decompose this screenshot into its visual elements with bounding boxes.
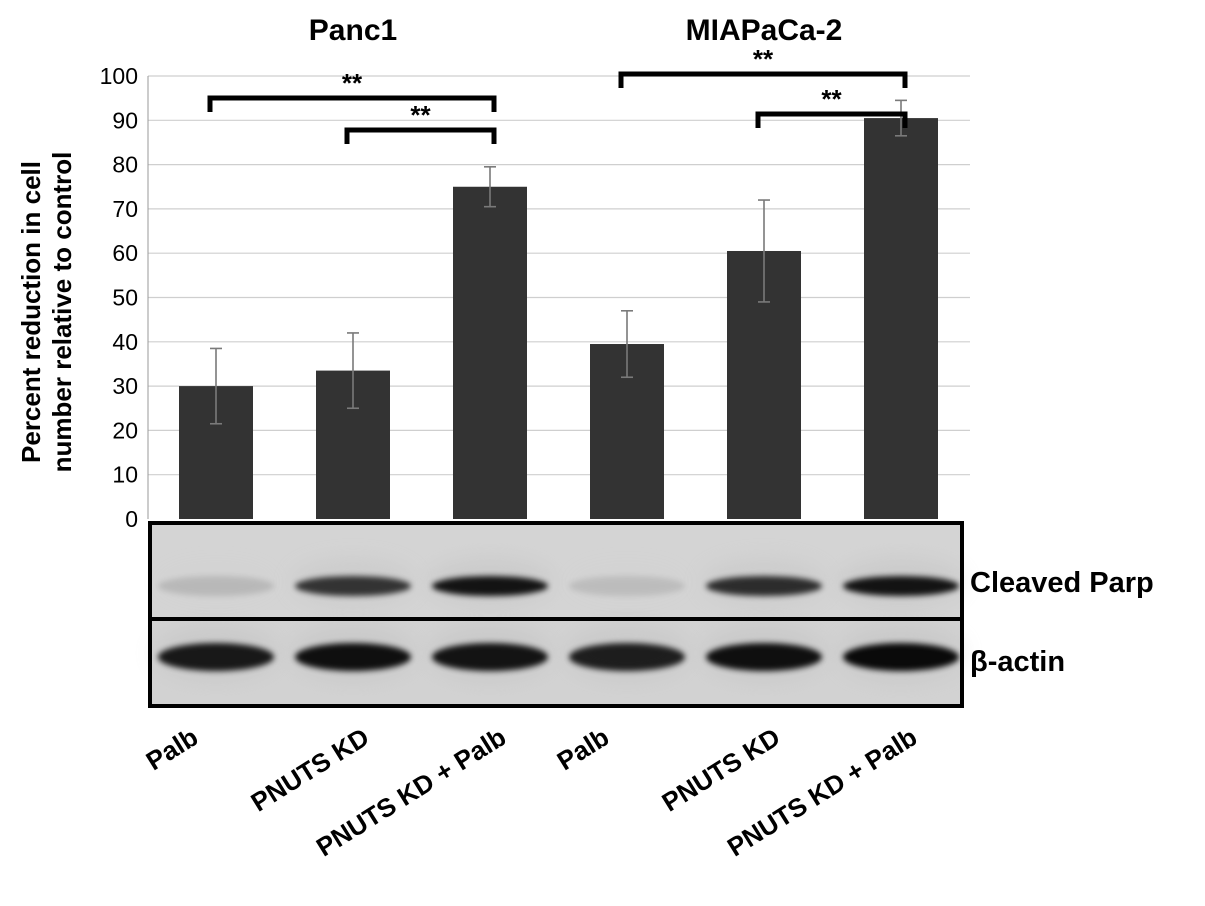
grid-lines [148,75,970,476]
y-tick-label: 50 [112,285,138,311]
blot-band-row1-lane6 [839,558,963,606]
significance-bracket-4: ** [755,84,908,128]
y-tick-label: 30 [112,373,138,399]
y-axis: 0 10 20 30 40 50 60 70 80 90 100 [100,63,149,532]
significance-label: ** [342,68,363,98]
significance-label: ** [753,44,774,74]
blot-band-row1-lane4 [569,576,685,596]
y-tick-label: 80 [112,152,138,178]
blot-band-row2-lane6 [839,625,963,681]
x-category-label: PNUTS KD [657,722,786,818]
error-bar-1 [210,347,222,425]
x-category-label: PNUTS KD [246,722,375,818]
y-tick-label: 70 [112,196,138,222]
y-tick-label: 100 [100,63,138,89]
blot-label-beta-actin: β-actin [970,646,1065,678]
group-title: MIAPaCa-2 [686,14,843,47]
blot-band-row1-lane1 [154,558,278,606]
western-blot-panel [148,521,964,708]
y-tick-label: 10 [112,462,138,488]
blot-band-row2-lane5 [702,625,826,681]
blot-band-row2-lane2 [291,625,415,681]
blot-row-cleaved-parp-background [151,524,961,618]
significance-bracket-1: ** [207,68,497,112]
y-axis-label-line-2: number relative to control [47,152,77,473]
error-bar-4 [621,309,633,379]
x-category-label: Palb [552,722,614,777]
error-bar-2 [347,332,359,410]
group-title: Panc1 [309,14,397,47]
group-titles: Panc1 MIAPaCa-2 [309,14,843,47]
y-tick-label: 40 [112,329,138,355]
blot-band-row2-lane4 [565,625,689,681]
error-bar-6 [895,99,907,137]
error-bar-5 [758,199,770,303]
y-tick-label: 0 [125,506,138,532]
y-tick-label: 90 [112,107,138,133]
significance-bracket-2: ** [344,100,497,144]
y-axis-label-line-1: Percent reduction in cell [16,161,46,463]
error-bars [210,99,907,425]
bar-3 [453,186,527,519]
blot-outer-frame [148,521,964,708]
significance-brackets: ** ** ** ** [207,44,908,144]
blot-band-row1-lane2 [291,558,415,606]
significance-bracket-3: ** [618,44,908,88]
blot-bands [154,558,963,681]
blot-label-cleaved-parp: Cleaved Parp [970,567,1154,599]
y-tick-label: 20 [112,417,138,443]
blot-band-row1-lane3 [428,558,552,606]
bars [179,118,938,520]
bar-6 [864,118,938,520]
blot-band-row2-lane1 [154,625,278,681]
significance-label: ** [821,84,842,114]
blot-row-beta-actin-background [151,620,961,704]
significance-label: ** [410,100,431,130]
y-tick-label: 60 [112,240,138,266]
error-bar-3 [484,166,496,208]
blot-band-row2-lane3 [428,625,552,681]
blot-band-row1-lane5 [702,558,826,606]
x-category-label: Palb [141,722,203,777]
